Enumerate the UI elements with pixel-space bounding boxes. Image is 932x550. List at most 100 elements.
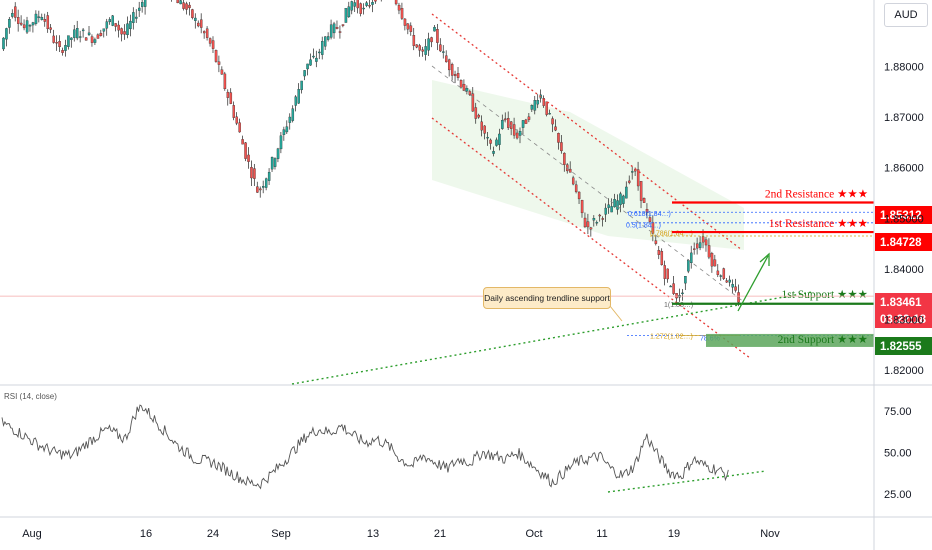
candle-body <box>226 91 230 98</box>
candle <box>507 111 510 130</box>
candle <box>430 36 433 48</box>
candle <box>90 34 94 47</box>
candle-body <box>270 157 274 170</box>
candle-body <box>684 276 687 284</box>
candle-body <box>214 50 218 62</box>
candle-body <box>501 120 504 129</box>
candle-body <box>483 125 486 134</box>
candle-body <box>672 283 675 294</box>
fib-level-label: 1(1.83…) <box>664 302 693 309</box>
candle-body <box>707 245 711 258</box>
candle <box>40 13 44 21</box>
candle <box>179 0 182 5</box>
candle <box>415 44 419 49</box>
second-resistance-tag: 1.85312 <box>875 206 932 224</box>
candle <box>208 37 212 47</box>
countdown-tag-value: 03:22:18 <box>880 314 927 326</box>
candle-body <box>312 55 315 58</box>
candle <box>693 242 696 255</box>
rsi-indicator-label[interactable]: RSI (14, close) <box>4 392 57 401</box>
candle <box>279 131 283 154</box>
candle <box>445 50 448 63</box>
candle <box>291 105 295 123</box>
candle <box>557 132 560 150</box>
candle-body <box>58 41 61 48</box>
candle <box>722 267 726 281</box>
candle-body <box>713 259 717 267</box>
candle-body <box>22 24 26 29</box>
candle-body <box>598 214 602 217</box>
candle <box>22 19 26 31</box>
candle-body <box>695 243 699 249</box>
price-tick-label: 1.82000 <box>884 365 924 377</box>
candle-body <box>108 19 112 23</box>
candle <box>117 20 120 38</box>
candle <box>138 1 141 17</box>
candle-body <box>326 36 330 40</box>
time-tick-label: 11 <box>596 528 607 540</box>
candle <box>409 22 413 36</box>
candle-body <box>220 69 224 75</box>
candle-body <box>394 0 398 5</box>
candle-body <box>129 20 132 30</box>
candle <box>645 203 649 219</box>
candle <box>76 20 79 41</box>
candle-body <box>256 186 259 193</box>
time-tick-label: 19 <box>668 528 680 540</box>
countdown-tag-box <box>875 310 932 328</box>
candle <box>318 48 321 60</box>
candle <box>108 17 112 25</box>
candle <box>182 0 185 11</box>
rsi-tick-label: 25.00 <box>884 489 912 501</box>
candle <box>61 47 64 56</box>
candle-body <box>200 19 203 28</box>
candle <box>93 37 97 46</box>
candle <box>324 36 327 50</box>
candle <box>616 194 619 215</box>
candle-body <box>527 116 531 120</box>
candle-body <box>55 42 58 44</box>
candle <box>285 120 289 135</box>
candle <box>586 213 590 235</box>
currency-button[interactable]: AUD <box>884 3 928 27</box>
candle <box>200 13 203 34</box>
candle-body <box>654 240 658 244</box>
candle <box>52 29 55 44</box>
candle-body <box>580 199 584 214</box>
candle <box>171 0 173 2</box>
candle <box>498 128 501 151</box>
candle <box>14 2 17 22</box>
candle-body <box>143 0 147 7</box>
candle-body <box>102 28 106 32</box>
candle <box>521 120 525 135</box>
candle <box>589 226 593 237</box>
channel-lower-line <box>431 117 751 359</box>
second-resistance-tag-box <box>875 206 932 224</box>
candle <box>728 275 731 287</box>
candle-body <box>182 2 185 9</box>
candle <box>684 275 687 291</box>
second-support-label: 2nd Support ★★★ <box>778 334 868 346</box>
candle <box>642 197 646 203</box>
time-tick-label: Nov <box>760 528 780 540</box>
candle-body <box>79 36 82 38</box>
candle-body <box>666 268 669 280</box>
candle-body <box>338 31 342 33</box>
projection-arrow <box>737 255 769 312</box>
candle-body <box>259 188 262 191</box>
candle-body <box>5 28 8 40</box>
rsi-trendline <box>607 470 767 493</box>
annotation-pointer <box>609 305 623 322</box>
candle <box>87 26 91 37</box>
candle <box>64 39 67 57</box>
candle <box>19 15 23 27</box>
candle <box>734 278 737 293</box>
candle <box>129 14 132 37</box>
candle-body <box>291 108 295 121</box>
candle <box>17 9 20 32</box>
candle-body <box>208 38 212 44</box>
candle-body <box>471 93 475 112</box>
candle-body <box>315 57 318 62</box>
price-tick-label: 1.86000 <box>884 163 924 175</box>
